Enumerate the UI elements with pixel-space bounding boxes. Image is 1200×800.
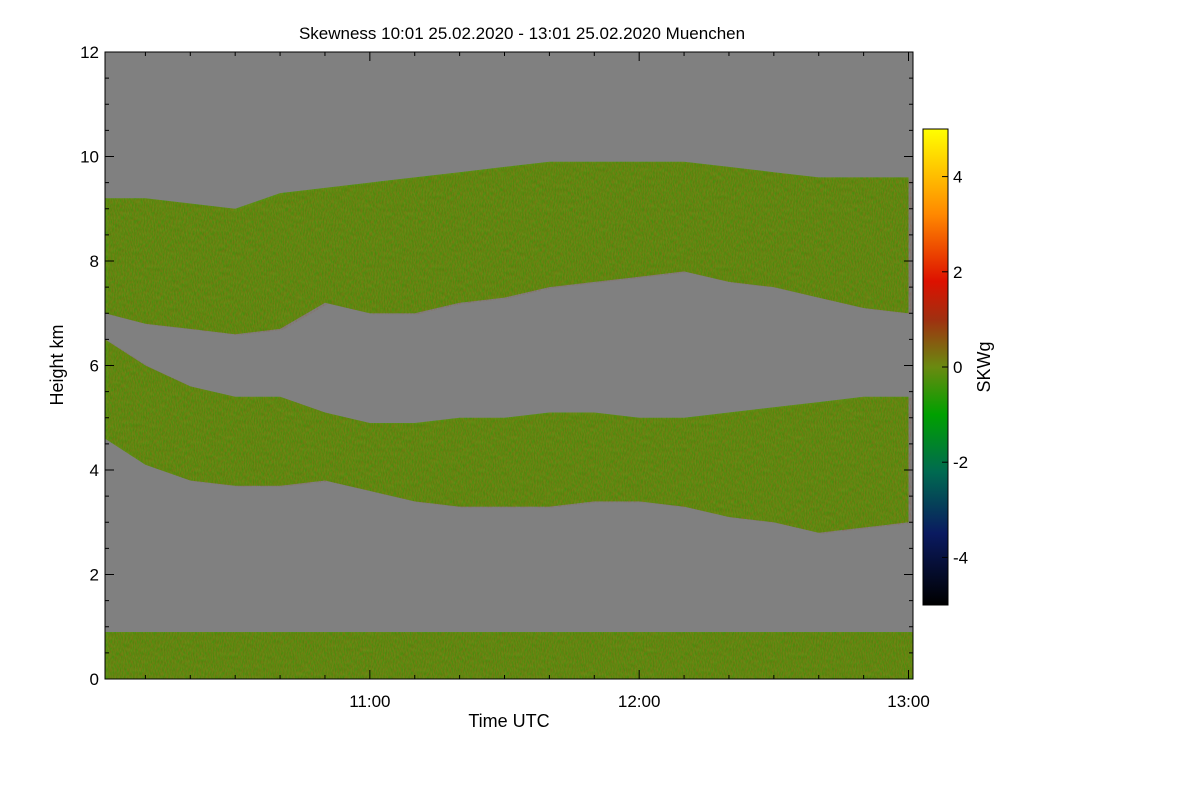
colorbar-tick-label: 2 <box>953 263 962 282</box>
heatmap-region-1 <box>105 161 912 336</box>
x-axis-label: Time UTC <box>468 711 549 731</box>
y-tick-label: 12 <box>80 43 99 62</box>
heatmap-region-2 <box>105 339 912 534</box>
y-tick-label: 4 <box>90 461 99 480</box>
chart-title: Skewness 10:01 25.02.2020 - 13:01 25.02.… <box>299 24 745 43</box>
x-axis: 11:00 12:00 13:00 <box>144 52 930 711</box>
heatmap-regions <box>105 161 913 679</box>
x-tick-label: 11:00 <box>349 692 390 711</box>
y-axis-label: Height km <box>47 324 67 405</box>
y-tick-label: 6 <box>90 357 99 376</box>
y-tick-label: 0 <box>90 670 99 689</box>
plot-background <box>105 52 913 679</box>
y-tick-label: 2 <box>90 566 99 585</box>
x-tick-label: 13:00 <box>887 692 930 711</box>
colorbar-tick-label: 4 <box>953 168 962 187</box>
colorbar-tick-label: -4 <box>953 548 968 567</box>
heatmap-region-3 <box>105 632 913 679</box>
colorbar-axis: -4 -2 0 2 4 <box>942 168 968 567</box>
colorbar-tick-label: 0 <box>953 358 962 377</box>
y-axis: 0 2 4 6 8 10 12 <box>80 43 913 689</box>
colorbar-tick-label: -2 <box>953 453 968 472</box>
colorbar-label: SKWg <box>974 341 994 392</box>
y-tick-label: 10 <box>80 148 99 167</box>
y-tick-label: 8 <box>90 252 99 271</box>
x-tick-label: 12:00 <box>618 692 661 711</box>
